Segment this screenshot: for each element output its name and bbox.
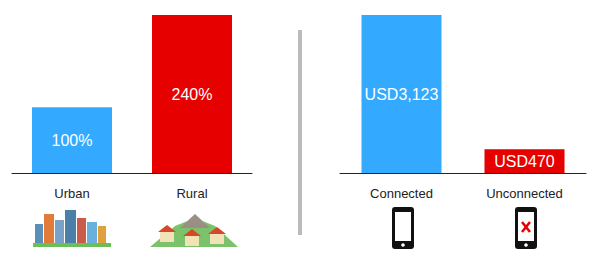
svg-text:USD470: USD470 <box>494 153 555 170</box>
svg-text:Rural: Rural <box>176 186 207 201</box>
svg-text:Urban: Urban <box>54 186 89 201</box>
svg-text:100%: 100% <box>52 132 93 149</box>
svg-text:Unconnected: Unconnected <box>486 186 563 201</box>
svg-text:240%: 240% <box>172 86 213 103</box>
svg-text:USD3,123: USD3,123 <box>365 86 439 103</box>
svg-text:Connected: Connected <box>370 186 433 201</box>
